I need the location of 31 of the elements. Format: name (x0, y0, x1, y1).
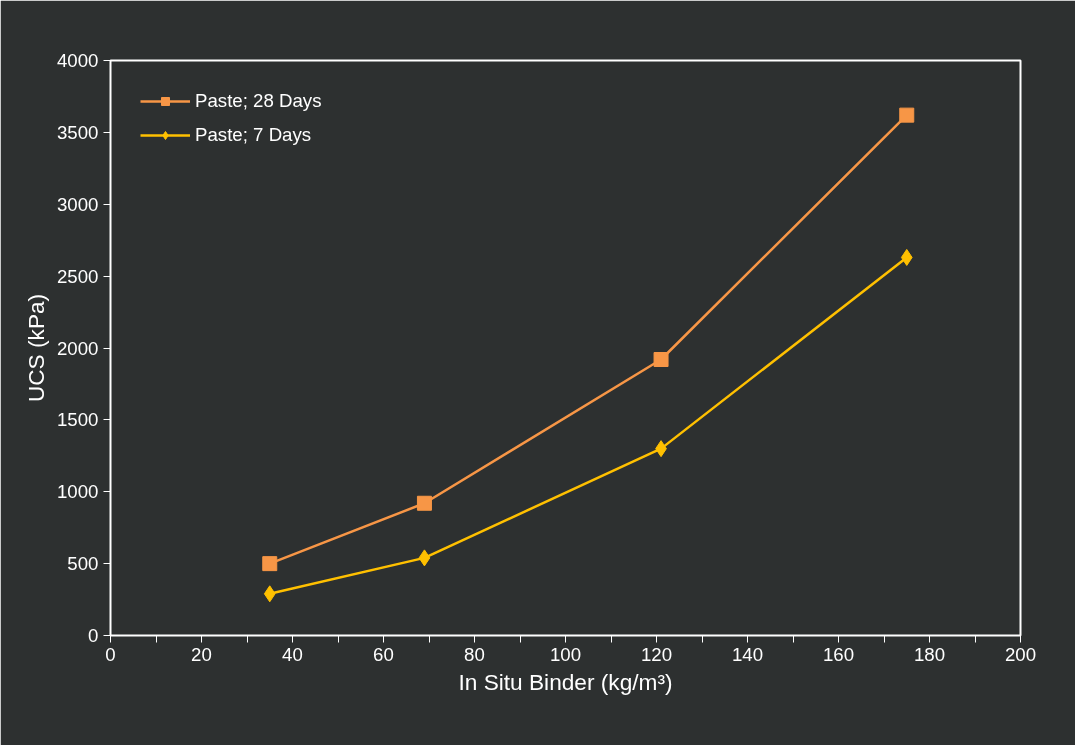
x-tick-label: 140 (731, 643, 764, 665)
point (899, 107, 915, 123)
x-tick-label: 0 (105, 643, 116, 665)
x-tick-label: 60 (373, 643, 394, 665)
point (653, 352, 669, 367)
y-tick-label: 0 (88, 625, 99, 646)
y-tick-label: 4000 (57, 50, 99, 71)
legend-label: Paste; 28 Days (195, 90, 322, 112)
y-axis-title: UCS (kPa) (23, 293, 49, 403)
x-tick-label: 40 (282, 643, 303, 665)
y-tick-label: 2500 (57, 265, 99, 287)
x-axis-title: In Situ Binder (kg/m³) (458, 668, 673, 695)
x-tick-label: 200 (1004, 643, 1037, 665)
y-tick-label: 3500 (57, 121, 99, 143)
x-tick-label: 180 (913, 643, 946, 665)
point (900, 248, 913, 266)
x-tick-label: 160 (822, 643, 855, 665)
point (416, 495, 432, 511)
y-tick-label: 3000 (57, 193, 99, 215)
y-tick-label: 1000 (57, 481, 99, 503)
x-tick-label: 120 (640, 643, 673, 665)
y-tick-label: 500 (67, 553, 99, 575)
x-tick-label: 100 (549, 643, 582, 665)
legend-label: Paste; 7 Days (195, 124, 312, 146)
y-tick-label: 2000 (57, 337, 99, 359)
point (418, 549, 431, 567)
y-tick-label: 1500 (57, 409, 99, 431)
x-tick-label: 20 (191, 643, 212, 665)
point (263, 585, 276, 603)
point (262, 556, 278, 572)
x-tick-label: 80 (464, 643, 485, 665)
